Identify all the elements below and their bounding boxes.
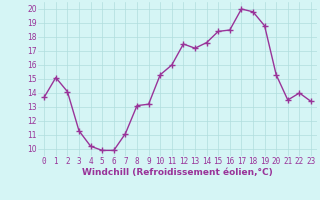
X-axis label: Windchill (Refroidissement éolien,°C): Windchill (Refroidissement éolien,°C)	[82, 168, 273, 177]
